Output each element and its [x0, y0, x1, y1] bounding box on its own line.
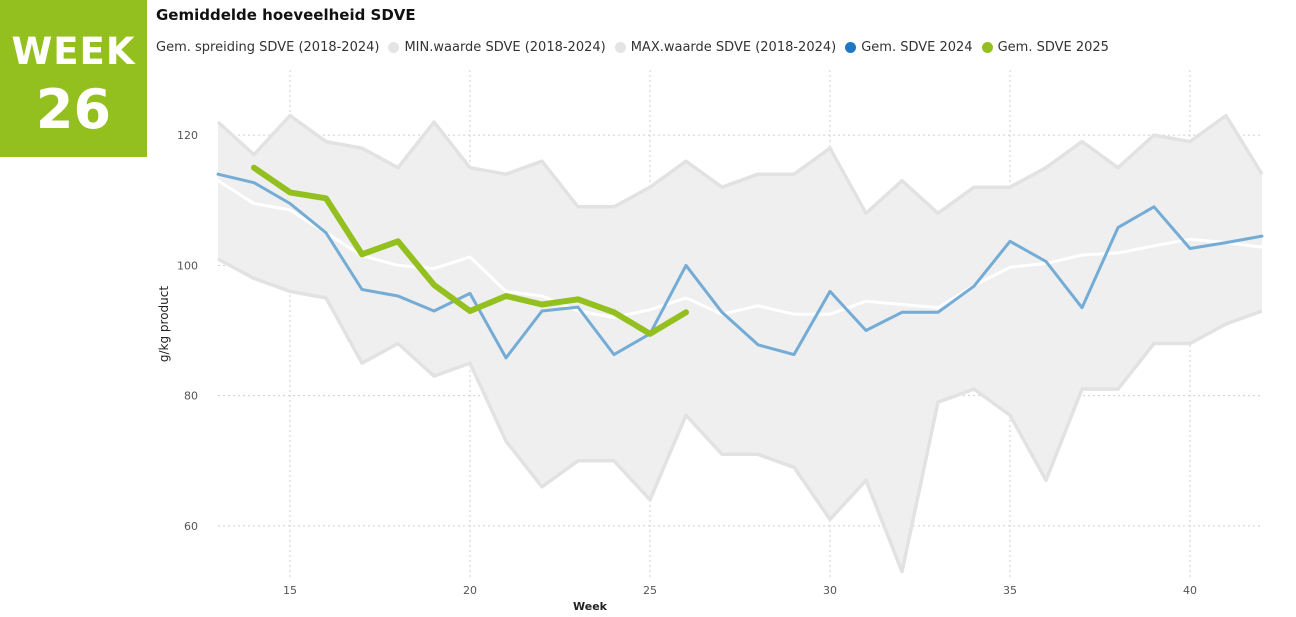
legend-label: MAX.waarde SDVE (2018-2024)	[630, 39, 837, 55]
y-tick-label: 60	[184, 520, 198, 533]
legend-label: Gem. SDVE 2024	[861, 39, 973, 55]
chart-title: Gemiddelde hoeveelheid SDVE	[156, 6, 416, 24]
legend-item-2024[interactable]: Gem. SDVE 2024	[845, 39, 973, 55]
week-badge-number: 26	[35, 78, 112, 141]
x-tick-label: 30	[823, 584, 837, 597]
series-2024-line	[216, 172, 1264, 360]
y-tick-label: 100	[177, 259, 198, 272]
legend-dot-icon	[388, 41, 400, 53]
legend-item-max[interactable]: MAX.waarde SDVE (2018-2024)	[614, 39, 837, 55]
x-tick-label: 25	[643, 584, 657, 597]
min-max-band	[216, 113, 1264, 574]
legend-dot-icon	[614, 41, 626, 53]
min-max-area	[218, 115, 1262, 572]
max-series-line	[216, 113, 1264, 216]
legend-dot-icon	[981, 41, 993, 53]
y-tick-label: 80	[184, 390, 198, 403]
avg-spread-series-line	[216, 179, 1264, 319]
x-tick-label: 35	[1003, 584, 1017, 597]
legend-dot-icon	[845, 41, 857, 53]
x-axis-label: Week	[573, 600, 608, 613]
x-tick-label: 15	[283, 584, 297, 597]
legend-label: MIN.waarde SDVE (2018-2024)	[404, 39, 606, 55]
chart-legend: Gem. spreiding SDVE (2018-2024) MIN.waar…	[156, 38, 1118, 56]
min-series-line	[217, 257, 1263, 574]
y-tick-label: 120	[177, 129, 198, 142]
x-tick-label: 20	[463, 584, 477, 597]
chart-series	[216, 164, 1264, 360]
legend-item-min[interactable]: MIN.waarde SDVE (2018-2024)	[388, 39, 606, 55]
axis-ticks: 60 80 100 120 15 20 25 30 35 40	[177, 129, 1197, 597]
x-tick-label: 40	[1183, 584, 1197, 597]
legend-label: Gem. SDVE 2025	[997, 39, 1109, 55]
legend-label: Gem. spreiding SDVE (2018-2024)	[156, 39, 380, 55]
week-badge-label: WEEK	[11, 30, 136, 73]
series-2025-line	[251, 164, 689, 337]
week-badge: WEEK 26	[0, 0, 147, 157]
legend-item-avg-spread[interactable]: Gem. spreiding SDVE (2018-2024)	[156, 40, 379, 55]
y-axis-label: g/kg product	[157, 286, 171, 362]
legend-item-2025[interactable]: Gem. SDVE 2025	[981, 39, 1109, 55]
